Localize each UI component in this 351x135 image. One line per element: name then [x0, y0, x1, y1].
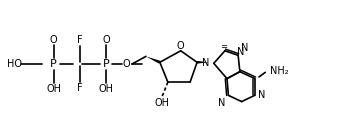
Text: O: O [123, 59, 131, 69]
Polygon shape [197, 61, 208, 64]
Text: O: O [102, 35, 110, 45]
Polygon shape [146, 56, 160, 64]
Text: N: N [237, 47, 245, 57]
Text: HO: HO [7, 59, 22, 69]
Text: O: O [50, 35, 58, 45]
Text: O: O [177, 41, 185, 51]
Text: OH: OH [46, 84, 61, 94]
Text: NH₂: NH₂ [271, 66, 289, 76]
Text: OH: OH [155, 98, 170, 108]
Text: F: F [77, 83, 82, 93]
Text: N: N [202, 58, 210, 68]
Text: N: N [218, 98, 226, 108]
Text: P: P [50, 59, 57, 69]
Text: F: F [77, 35, 82, 45]
Text: N: N [258, 90, 265, 100]
Text: P: P [102, 59, 109, 69]
Text: =: = [220, 42, 227, 51]
Text: N: N [241, 43, 248, 53]
Text: OH: OH [98, 84, 113, 94]
